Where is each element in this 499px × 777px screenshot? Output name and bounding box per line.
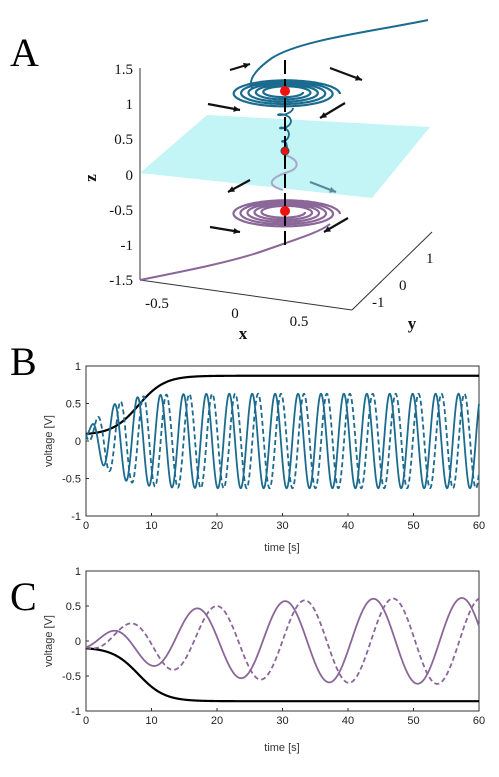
blue-inner-spiral (277, 107, 294, 149)
x-tick-label: 0 (83, 715, 89, 727)
z-axis-label: z (81, 174, 100, 182)
panel-label-a: A (10, 30, 39, 75)
oscillation-solid-line (85, 392, 480, 490)
blue-limit-cycle (232, 79, 342, 108)
x-tick-label: 50 (407, 520, 419, 532)
trajectory-group (139, 19, 429, 281)
series-group (85, 374, 480, 490)
arrow-head (243, 62, 250, 69)
panel-b-plot: 0 10 20 30 40 50 60 1 0.5 0 -0.5 -1 time [s] voltag… (43, 361, 485, 554)
panel-label-b: B (10, 339, 37, 384)
transition-trajectory (270, 154, 298, 191)
z-tick-label: 1 (126, 97, 134, 113)
oscillation-dashed-line (85, 597, 480, 685)
y-axis-label: voltage [V] (43, 415, 55, 467)
x-tick-label: 0.5 (290, 314, 309, 330)
y-tick-label: 0 (75, 636, 81, 648)
y-tick-label: 0 (75, 436, 81, 448)
z-ticks: 1.5 1 0.5 0 -0.5 -1 -1.5 (109, 62, 133, 289)
fixed-point-lower (280, 206, 290, 216)
y-tick-label: 1 (426, 251, 434, 267)
y-tick-label: -1 (372, 295, 385, 311)
y-axis-label: y (408, 314, 417, 333)
fixed-point-middle (280, 146, 290, 156)
y-tick-label: 0.5 (66, 601, 81, 613)
z-tick-label: -1 (121, 238, 134, 254)
x-tick-label: 60 (473, 715, 485, 727)
purple-trajectory-tail (139, 223, 331, 281)
z-tick-label: 0.5 (114, 132, 133, 148)
z-tick-label: -0.5 (109, 203, 133, 219)
y-tick-label: 1 (75, 566, 81, 578)
nullcline-line (85, 374, 479, 436)
x-tick-label: 20 (211, 715, 223, 727)
x-tick-label: 40 (342, 715, 354, 727)
y-tick-label: -1 (71, 706, 81, 718)
plot-frame (85, 365, 480, 517)
x-axis-label: x (239, 324, 248, 343)
x-tick-label: 40 (342, 520, 354, 532)
x-tick-label: 30 (276, 520, 288, 532)
y-tick-label: 1 (75, 361, 81, 373)
axes: 0 10 20 30 40 50 60 1 0.5 0 -0.5 -1 (62, 566, 485, 727)
arrow-head (233, 227, 240, 234)
y-ticks: -1 0 1 (372, 251, 434, 311)
arrow-head (320, 112, 327, 118)
x-tick-label: 10 (145, 715, 157, 727)
fixed-point-upper (280, 86, 290, 96)
arrow-head (324, 226, 331, 232)
x-tick-label: 30 (276, 715, 288, 727)
x-ticks: -0.5 0 0.5 (145, 296, 308, 330)
plot-frame (85, 570, 480, 712)
x-tick-label: 0 (231, 306, 239, 322)
x-tick-label: 10 (145, 520, 157, 532)
x-tick-label: 60 (473, 520, 485, 532)
y-tick-label: -0.5 (62, 474, 81, 486)
panel-c-plot: 0 10 20 30 40 50 60 1 0.5 0 -0.5 -1 time [s] voltag… (43, 566, 485, 754)
x-tick-label: 0 (83, 520, 89, 532)
x-axis-label: time [s] (264, 742, 299, 754)
x-tick-label: 20 (211, 520, 223, 532)
oscillation-dashed-line (85, 392, 480, 490)
y-tick-label: -0.5 (62, 671, 81, 683)
arrow-head (228, 186, 235, 192)
y-axis-label: voltage [V] (43, 615, 55, 667)
y-tick-label: -1 (71, 511, 81, 523)
purple-limit-cycle (232, 199, 342, 228)
oscillation-solid-line (85, 597, 480, 685)
y-tick-label: 0 (399, 278, 407, 294)
y-axis-line (351, 231, 433, 311)
z-tick-label: 1.5 (114, 62, 133, 78)
y-tick-label: 0.5 (66, 399, 81, 411)
x-tick-label: 50 (407, 715, 419, 727)
arrow-head (355, 74, 362, 81)
x-axis-label: time [s] (264, 542, 299, 554)
panel-label-c: C (10, 574, 37, 619)
axes: 0 10 20 30 40 50 60 1 0.5 0 -0.5 -1 (62, 361, 485, 532)
x-tick-label: -0.5 (145, 296, 169, 312)
series-group (85, 597, 480, 703)
arrow-head (329, 186, 336, 193)
nullcline-line (85, 647, 479, 703)
blue-trajectory-tail (250, 19, 429, 89)
z-tick-label: 0 (126, 168, 134, 184)
arrow-head (233, 105, 240, 112)
x-axis-line (139, 279, 353, 311)
panel-a-3d-plot: 1.5 1 0.5 0 -0.5 -1 -1.5 z -0.5 0 0.5 x … (81, 19, 434, 343)
z-tick-label: -1.5 (109, 273, 133, 289)
